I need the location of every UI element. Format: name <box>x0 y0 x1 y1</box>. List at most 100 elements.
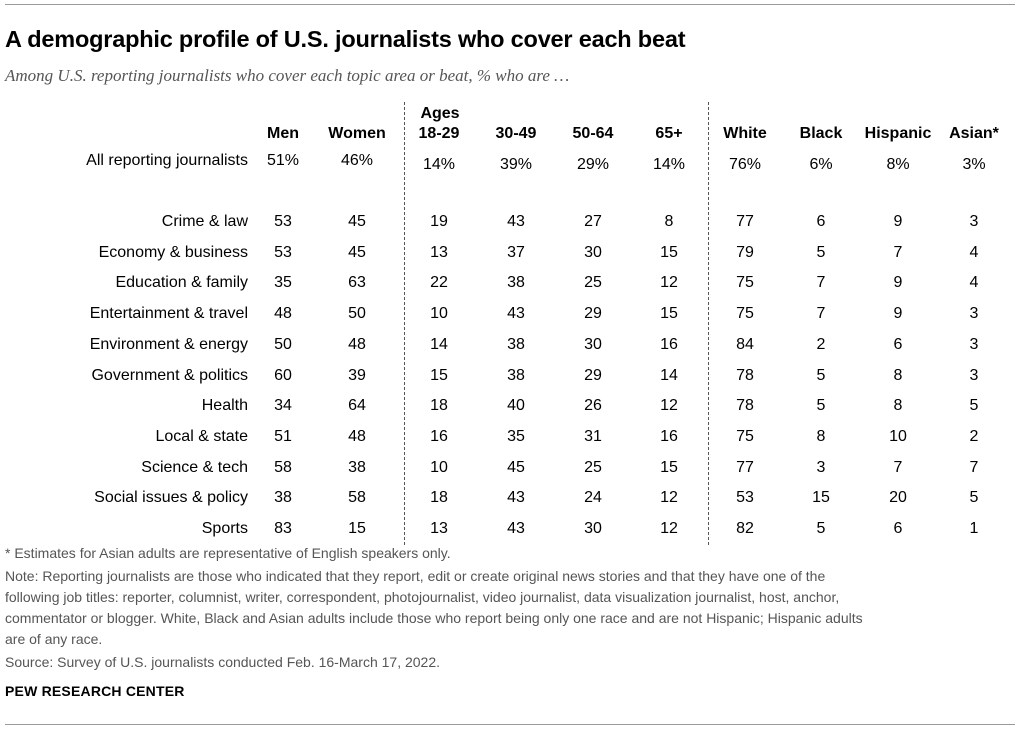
cell-crime-law-18-29: 19 <box>430 213 448 230</box>
row-label-environment-energy: Environment & energy <box>89 335 248 353</box>
all-row-label: All reporting journalists <box>86 152 248 169</box>
cell-economy-business-black: 5 <box>816 243 826 261</box>
all-row-value-50-64: 29% <box>576 156 610 173</box>
cell-sports-women: 15 <box>348 520 366 537</box>
cell-government-politics-asian: 3 <box>969 366 979 384</box>
cell-social-issues-policy-black: 15 <box>812 489 830 507</box>
cell-social-issues-policy-65: 12 <box>660 489 678 507</box>
cell-local-state-50-64: 31 <box>584 427 602 445</box>
cell-science-tech-black: 3 <box>816 458 826 476</box>
cell-science-tech-30-49: 45 <box>507 458 525 476</box>
cell-crime-law-30-49: 43 <box>507 213 525 230</box>
cell-local-state-women: 48 <box>348 427 366 445</box>
cell-health-women: 64 <box>348 397 366 415</box>
cell-economy-business-18-29: 13 <box>430 243 448 261</box>
cell-education-family-men: 35 <box>274 274 292 292</box>
cell-sports-black: 5 <box>816 520 826 537</box>
cell-science-tech-women: 38 <box>348 458 366 476</box>
chart-title: A demographic profile of U.S. journalist… <box>5 26 686 52</box>
cell-crime-law-65: 8 <box>664 213 674 230</box>
cell-social-issues-policy-30-49: 43 <box>507 489 525 507</box>
column-header-asian: Asian* <box>949 125 999 142</box>
cell-sports-men: 83 <box>274 520 292 537</box>
cell-local-state-hispanic: 10 <box>889 427 907 445</box>
row-label-government-politics: Government & politics <box>91 366 248 384</box>
cell-education-family-hispanic: 9 <box>893 274 903 292</box>
row-label-science-tech: Science & tech <box>141 458 248 476</box>
cell-local-state-white: 75 <box>736 427 754 445</box>
cell-education-family-65: 12 <box>660 274 678 292</box>
cell-environment-energy-asian: 3 <box>969 335 979 353</box>
cell-environment-energy-30-49: 38 <box>507 335 525 353</box>
note-line-3: commentator or blogger. White, Black and… <box>5 610 863 626</box>
row-label-health: Health <box>201 397 248 415</box>
note-line-2: following job titles: reporter, columnis… <box>5 589 840 605</box>
row-label-education-family: Education & family <box>115 274 248 292</box>
cell-education-family-women: 63 <box>348 274 366 292</box>
cell-science-tech-50-64: 25 <box>584 458 602 476</box>
all-row-value-black: 6% <box>809 156 833 173</box>
cell-health-white: 78 <box>736 397 754 415</box>
cell-environment-energy-50-64: 30 <box>584 335 602 353</box>
cell-sports-30-49: 43 <box>507 520 525 537</box>
row-label-social-issues-policy: Social issues & policy <box>94 489 248 507</box>
cell-local-state-30-49: 35 <box>507 427 525 445</box>
column-header-black: Black <box>799 125 843 142</box>
cell-entertainment-travel-asian: 3 <box>969 305 979 323</box>
source-note: Source: Survey of U.S. journalists condu… <box>5 654 441 670</box>
cell-government-politics-65: 14 <box>660 366 678 384</box>
column-header-50-64: 50-64 <box>572 125 614 142</box>
cell-education-family-30-49: 38 <box>507 274 525 292</box>
ages-group-header: Ages <box>420 105 460 122</box>
cell-education-family-asian: 4 <box>969 274 979 292</box>
all-row-value-women: 46% <box>340 152 374 169</box>
cell-education-family-white: 75 <box>736 274 754 292</box>
cell-science-tech-65: 15 <box>660 458 678 476</box>
cell-crime-law-hispanic: 9 <box>893 213 903 230</box>
column-header-men: Men <box>267 125 299 142</box>
all-row-value-18-29: 14% <box>422 156 456 173</box>
cell-social-issues-policy-50-64: 24 <box>584 489 602 507</box>
cell-economy-business-30-49: 37 <box>507 243 525 261</box>
cell-government-politics-30-49: 38 <box>507 366 525 384</box>
cell-environment-energy-18-29: 14 <box>430 335 448 353</box>
cell-environment-energy-white: 84 <box>736 335 754 353</box>
all-row-value-hispanic: 8% <box>886 156 910 173</box>
bottom-rule <box>5 724 1015 725</box>
cell-entertainment-travel-black: 7 <box>816 305 826 323</box>
cell-sports-asian: 1 <box>969 520 979 537</box>
cell-health-30-49: 40 <box>507 397 525 415</box>
cell-social-issues-policy-women: 58 <box>348 489 366 507</box>
asian-footnote: * Estimates for Asian adults are represe… <box>5 545 451 561</box>
top-rule <box>5 4 1015 5</box>
cell-economy-business-65: 15 <box>660 243 678 261</box>
cell-environment-energy-65: 16 <box>660 335 678 353</box>
cell-local-state-65: 16 <box>660 427 678 445</box>
cell-local-state-men: 51 <box>274 427 292 445</box>
cell-government-politics-hispanic: 8 <box>893 366 903 384</box>
cell-sports-18-29: 13 <box>430 520 448 537</box>
cell-local-state-black: 8 <box>816 427 826 445</box>
cell-science-tech-hispanic: 7 <box>893 458 903 476</box>
cell-environment-energy-women: 48 <box>348 335 366 353</box>
cell-crime-law-white: 77 <box>736 213 754 230</box>
all-row-value-asian: 3% <box>962 156 986 173</box>
chart-subtitle: Among U.S. reporting journalists who cov… <box>5 66 570 85</box>
row-label-economy-business: Economy & business <box>98 243 248 261</box>
cell-government-politics-men: 60 <box>274 366 292 384</box>
cell-social-issues-policy-asian: 5 <box>969 489 979 507</box>
column-header-hispanic: Hispanic <box>864 125 932 142</box>
cell-science-tech-18-29: 10 <box>430 458 448 476</box>
divider-gender-age <box>404 102 405 545</box>
cell-entertainment-travel-white: 75 <box>736 305 754 323</box>
cell-health-65: 12 <box>660 397 678 415</box>
note-line-1: Note: Reporting journalists are those wh… <box>5 568 826 584</box>
column-header-65: 65+ <box>655 125 683 142</box>
cell-sports-65: 12 <box>660 520 678 537</box>
column-header-18-29: 18-29 <box>418 125 460 142</box>
cell-government-politics-18-29: 15 <box>430 366 448 384</box>
cell-crime-law-black: 6 <box>816 213 826 230</box>
cell-entertainment-travel-50-64: 29 <box>584 305 602 323</box>
cell-government-politics-50-64: 29 <box>584 366 602 384</box>
